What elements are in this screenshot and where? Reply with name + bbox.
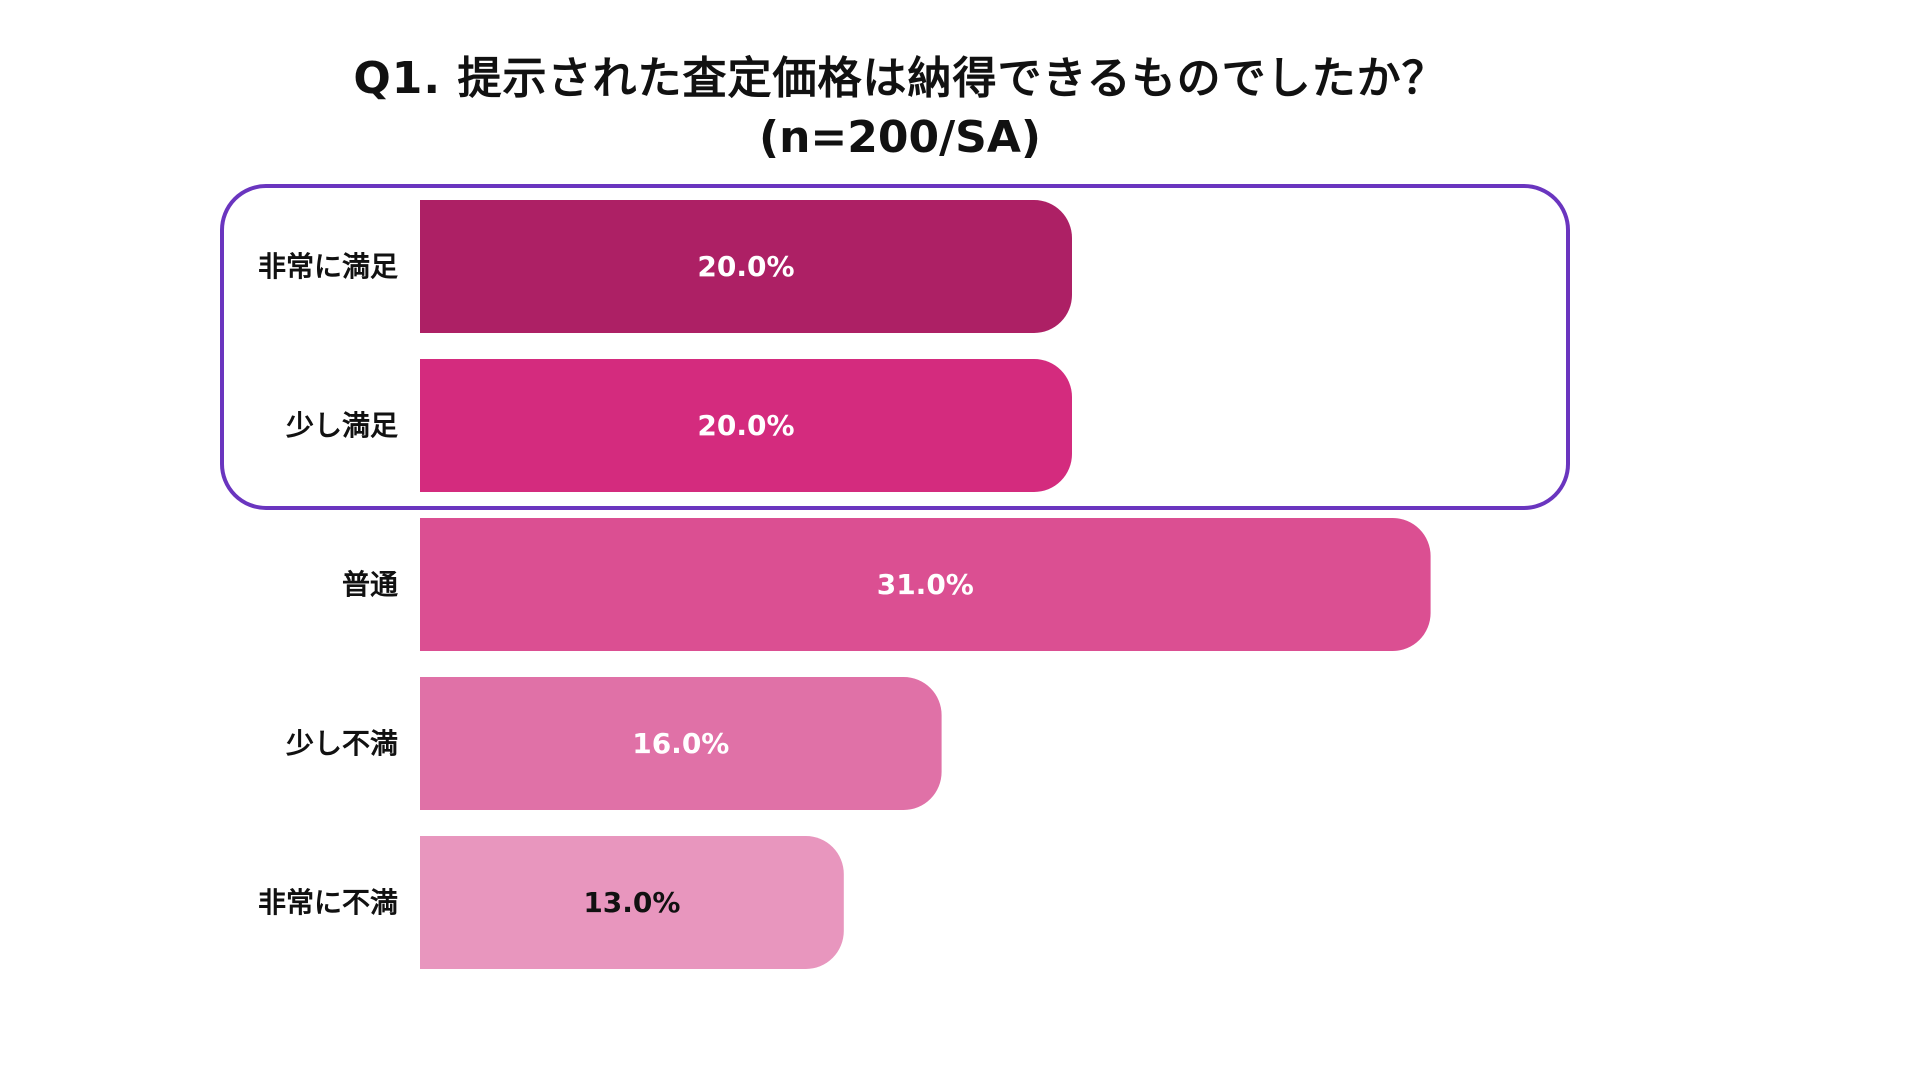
bar-very-satisfied — [420, 200, 1072, 333]
bar-very-dissatisfied — [420, 836, 844, 969]
chart-title: Q1. 提示された査定価格は納得できるものでしたか？ — [353, 53, 1447, 104]
highlight-group — [220, 184, 1570, 510]
value-label-somewhat-dissatisfied: 16.0% — [632, 727, 729, 760]
chart-subtitle: (n=200/SA) — [758, 112, 1042, 163]
category-label-somewhat-satisfied: 少し満足 — [286, 409, 398, 442]
bar-somewhat-dissatisfied — [420, 677, 942, 810]
bar-somewhat-satisfied — [420, 359, 1072, 492]
value-label-very-dissatisfied: 13.0% — [583, 886, 680, 919]
value-label-neutral: 31.0% — [877, 568, 974, 601]
bars-group: 非常に満足 20.0% 少し満足 20.0% 普通 31.0% 少し不満 16.0% 非常に不満… — [258, 200, 1431, 969]
category-label-very-dissatisfied: 非常に不満 — [258, 886, 398, 919]
bar-neutral — [420, 518, 1431, 651]
value-label-somewhat-satisfied: 20.0% — [697, 409, 794, 442]
value-label-very-satisfied: 20.0% — [697, 250, 794, 283]
category-label-neutral: 普通 — [342, 568, 398, 601]
category-label-very-satisfied: 非常に満足 — [258, 250, 398, 283]
category-label-somewhat-dissatisfied: 少し不満 — [286, 727, 398, 760]
highlight-frame — [220, 184, 1570, 510]
